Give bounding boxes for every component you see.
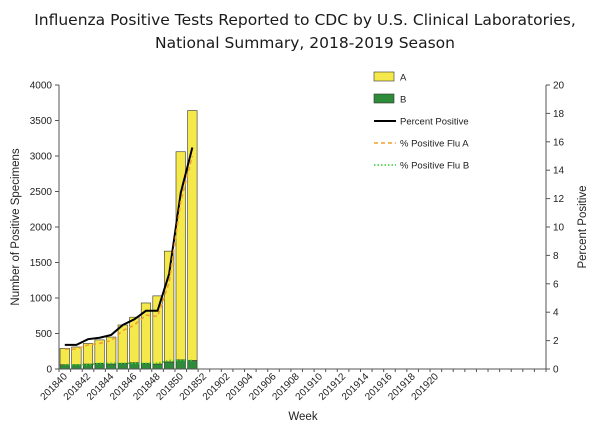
bar-b <box>117 363 128 370</box>
legend: AB Percent Positive % Positive Flu A % Posi… <box>373 71 469 172</box>
chart-title: Influenza Positive Tests Reported to CDC… <box>34 11 576 29</box>
y-tick-label: 3500 <box>30 116 53 127</box>
bar-b <box>152 363 163 370</box>
bar-a <box>59 348 70 366</box>
plot-area: 0 500 1000 1500 2000 2500 3000 3500 4000 0 2 4 6 8 10 1… <box>30 81 565 403</box>
y2-tick-label: 16 <box>553 137 565 148</box>
y-tick-label: 4000 <box>30 81 53 92</box>
line-positive-flu-b <box>64 359 193 366</box>
y-tick-label: 3000 <box>30 152 53 163</box>
y2-tick-label: 8 <box>553 251 559 262</box>
bar-b <box>94 363 105 370</box>
line-percent-positive <box>64 147 194 346</box>
y-tick-label: 0 <box>46 365 52 376</box>
bar-a <box>164 250 175 363</box>
y2-tick-label: 10 <box>553 223 565 234</box>
bar-a <box>94 339 105 364</box>
bar-a <box>152 295 163 365</box>
line-positive-flu-a <box>64 155 194 350</box>
y2-tick-label: 12 <box>553 194 565 205</box>
x-axis-label: Week <box>288 411 317 423</box>
bar-b <box>129 362 140 370</box>
y-tick-label: 1000 <box>30 294 53 305</box>
bar-b <box>140 363 152 370</box>
bar-a <box>82 343 94 365</box>
bar-b <box>164 361 175 370</box>
y2-tick-label: 20 <box>553 81 565 92</box>
bar-a <box>117 324 128 364</box>
bar-a <box>187 110 198 361</box>
y2-tick-label: 14 <box>553 166 565 177</box>
legend-swatch-b <box>373 93 395 104</box>
y2-tick-label: 6 <box>553 279 559 290</box>
y-axis-label: Number of Positive Specimens <box>10 148 22 305</box>
y-tick-label: 1500 <box>30 258 53 269</box>
legend-label: B <box>400 95 406 106</box>
legend-label: % Positive Flu B <box>400 161 469 172</box>
bar-b <box>187 360 198 370</box>
y-tick-label: 500 <box>35 329 52 340</box>
legend-swatch-a <box>373 71 395 82</box>
y2-tick-label: 0 <box>553 365 559 376</box>
y2-axis-label: Percent Positive <box>577 185 589 268</box>
y2-tick-label: 4 <box>553 308 559 319</box>
chart-subtitle: National Summary, 2018-2019 Season <box>155 34 455 52</box>
legend-label: Percent Positive <box>400 117 469 128</box>
legend-label: A <box>400 73 407 84</box>
y-tick-label: 2500 <box>30 187 53 198</box>
y2-tick-label: 2 <box>553 336 559 347</box>
bar-a <box>129 316 140 363</box>
bar-b <box>82 363 94 370</box>
bar-b <box>106 363 117 370</box>
y2-tick-label: 18 <box>553 109 565 120</box>
legend-label: % Positive Flu A <box>400 139 469 150</box>
y-tick-label: 2000 <box>30 223 53 234</box>
